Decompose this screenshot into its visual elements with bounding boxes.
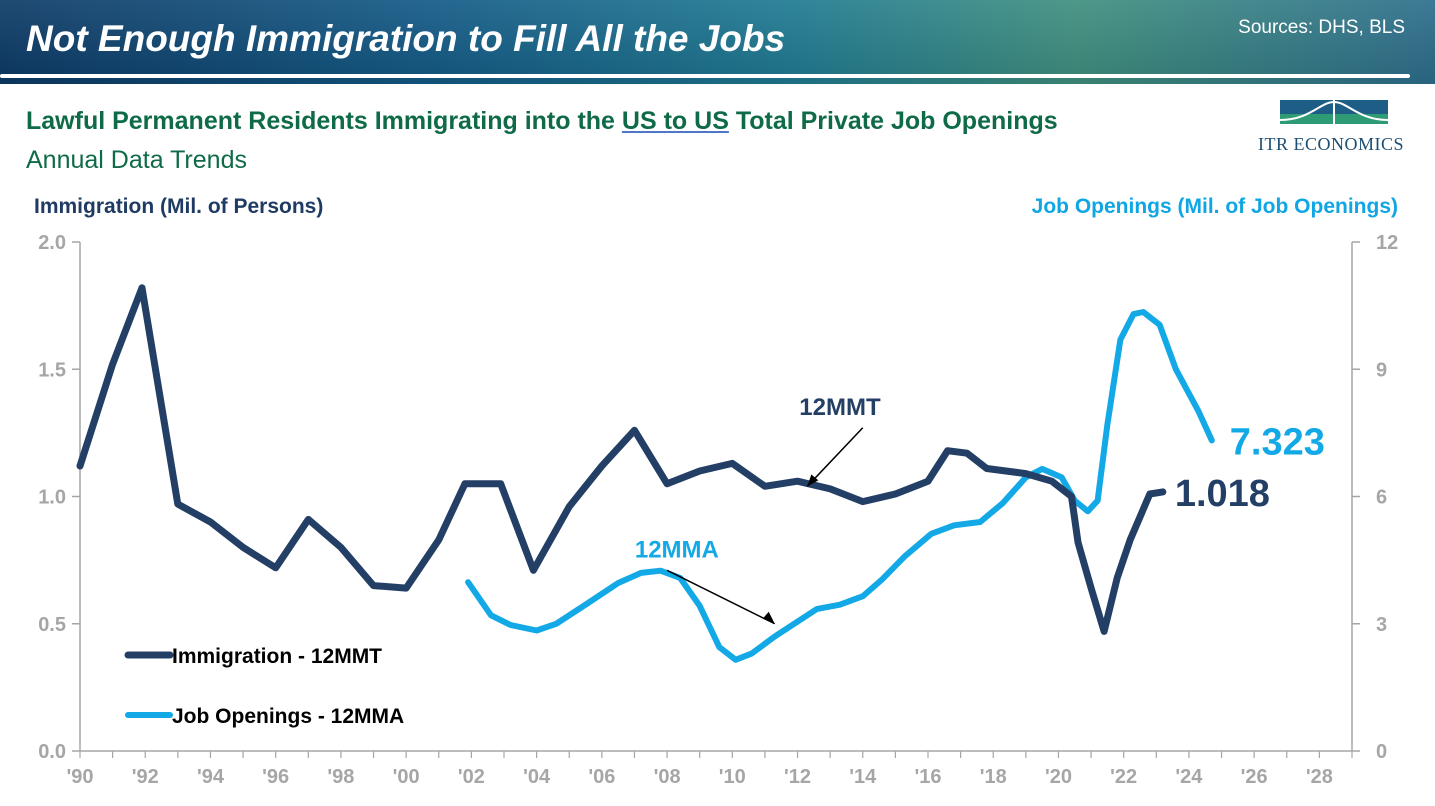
x-tick-label: '92 (132, 766, 159, 788)
immigration-line (76, 284, 1167, 635)
sources-label: Sources: DHS, BLS (1238, 17, 1405, 38)
subtitle-underlined: US to US (621, 107, 729, 135)
right-y-tick-label: 0 (1376, 741, 1387, 763)
banner-rule (0, 74, 1410, 78)
immigration-last-value-label: 1.018 (1175, 473, 1270, 515)
page-title: Not Enough Immigration to Fill All the J… (26, 18, 786, 59)
annotation-12mma: 12MMA (635, 537, 719, 564)
chart-subtitle-2: Annual Data Trends (26, 146, 247, 174)
legend-immigration-label: Immigration - 12MMT (172, 645, 382, 668)
left-y-tick-label: 1.5 (38, 359, 66, 381)
left-y-tick-label: 0.0 (38, 741, 66, 763)
x-tick-label: '94 (197, 766, 225, 788)
left-y-tick-label: 0.5 (38, 614, 66, 636)
x-tick-label: '26 (1241, 766, 1268, 788)
x-tick-label: '12 (784, 766, 811, 788)
legend-openings-label: Job Openings - 12MMA (172, 705, 404, 728)
x-tick-label: '22 (1110, 766, 1137, 788)
annotation-12mma-arrow (666, 569, 776, 625)
subtitle-part-2: Total Private Job Openings (728, 107, 1058, 135)
x-tick-label: '14 (849, 766, 877, 788)
right-y-tick-label: 9 (1376, 359, 1387, 381)
job-openings-line (465, 309, 1215, 663)
x-tick-label: '18 (980, 766, 1007, 788)
left-axis-title: Immigration (Mil. of Persons) (34, 195, 324, 218)
x-tick-label: '28 (1306, 766, 1333, 788)
x-tick-label: '02 (458, 766, 485, 788)
annotation-12mmt: 12MMT (799, 394, 881, 421)
logo-text: ITR ECONOMICS (1258, 134, 1405, 154)
annotation-12mmt-arrowhead (807, 474, 819, 487)
x-tick-label: '04 (523, 766, 551, 788)
x-tick-label: '06 (588, 766, 615, 788)
right-y-tick-label: 6 (1376, 487, 1387, 509)
subtitle-part-1: Lawful Permanent Residents Immigrating i… (26, 107, 622, 135)
x-tick-label: '24 (1175, 766, 1203, 788)
left-y-tick-label: 2.0 (38, 232, 66, 254)
right-axis-title: Job Openings (Mil. of Job Openings) (1031, 195, 1398, 218)
annotation-12mmt-arrow (806, 427, 864, 487)
right-y-tick-label: 12 (1376, 232, 1398, 254)
right-y-tick-label: 3 (1376, 614, 1387, 636)
x-tick-label: '10 (719, 766, 746, 788)
title-banner (0, 0, 1435, 84)
x-tick-label: '96 (262, 766, 289, 788)
x-tick-label: '08 (654, 766, 681, 788)
x-tick-label: '20 (1045, 766, 1072, 788)
left-y-tick-label: 1.0 (38, 487, 66, 509)
annotation-12mma-arrowhead (762, 611, 775, 624)
openings-last-value-label: 7.323 (1230, 421, 1325, 463)
x-tick-label: '00 (393, 766, 420, 788)
chart-subtitle: Lawful Permanent Residents Immigrating i… (26, 107, 1058, 136)
x-tick-label: '98 (327, 766, 354, 788)
itr-logo-icon (1279, 100, 1389, 124)
x-tick-label: '90 (66, 766, 93, 788)
x-tick-label: '16 (914, 766, 941, 788)
